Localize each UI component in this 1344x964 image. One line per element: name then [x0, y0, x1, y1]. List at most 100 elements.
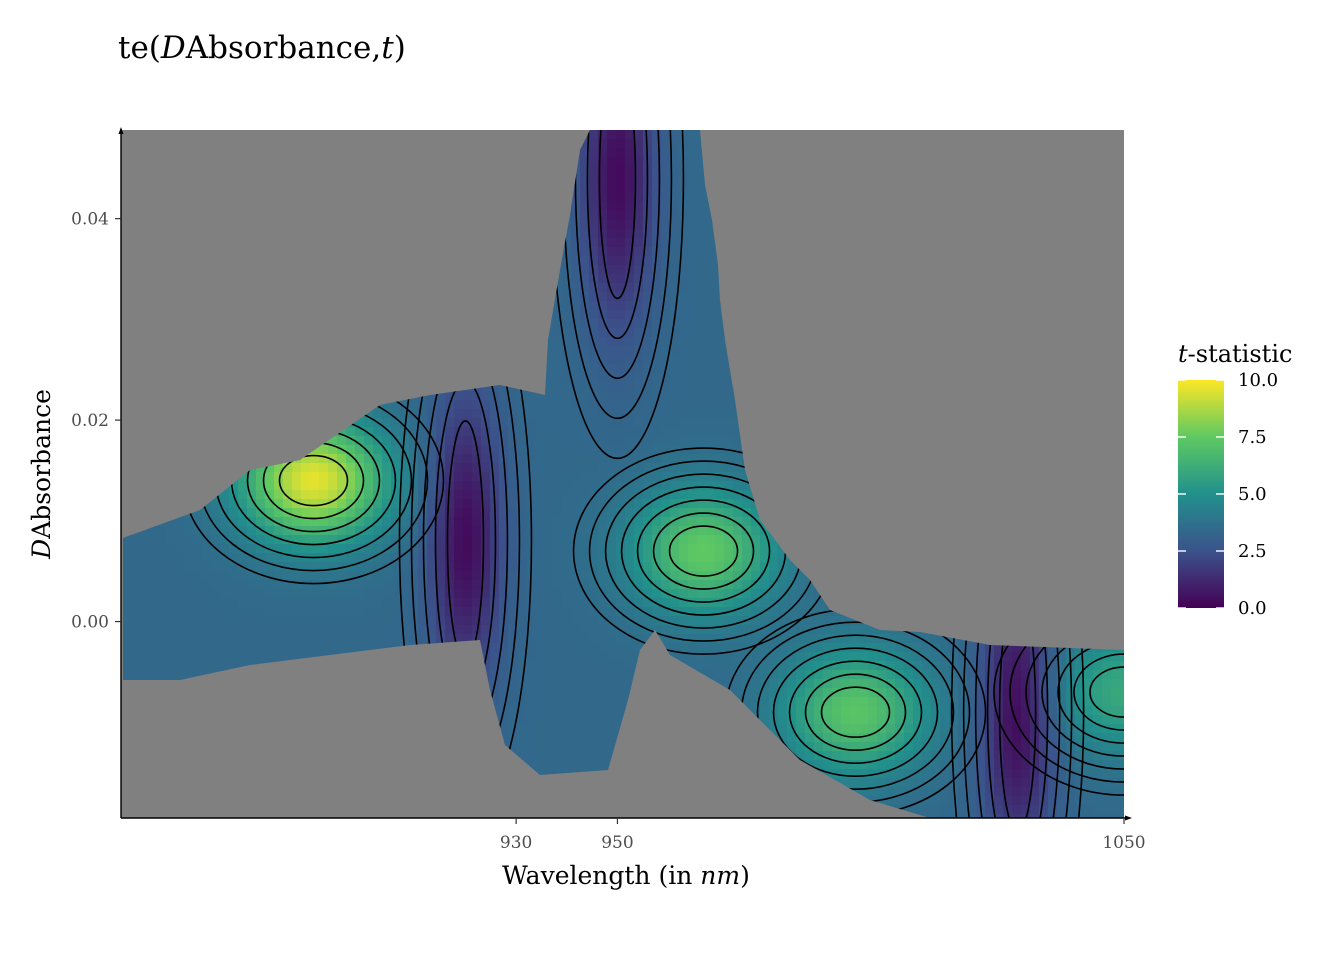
heat-cell [688, 373, 698, 383]
heat-cell [373, 562, 383, 572]
heat-cell [661, 292, 671, 302]
heat-cell [625, 355, 635, 365]
heat-cell [544, 463, 554, 473]
heat-cell [328, 625, 338, 635]
heat-cell [625, 580, 635, 590]
heat-cell [562, 706, 572, 716]
heat-cell [688, 544, 698, 554]
heat-cell [607, 535, 617, 545]
heat-cell [328, 535, 338, 545]
heat-cell [508, 715, 518, 725]
heat-cell [697, 499, 707, 509]
heat-cell [436, 544, 446, 554]
heat-cell [697, 346, 707, 356]
heat-cell [688, 211, 698, 221]
heat-cell [589, 130, 599, 140]
heat-cell [436, 634, 446, 644]
heat-cell [436, 571, 446, 581]
heat-cell [427, 544, 437, 554]
heat-cell [238, 526, 248, 536]
heat-cell [220, 589, 230, 599]
heat-cell [607, 211, 617, 221]
heat-cell [400, 535, 410, 545]
heat-cell [580, 346, 590, 356]
heat-cell [598, 652, 608, 662]
heat-cell [598, 499, 608, 509]
heat-cell [544, 760, 554, 770]
heat-cell [607, 319, 617, 329]
heat-cell [661, 247, 671, 257]
heat-cell [463, 427, 473, 437]
heat-cell [409, 571, 419, 581]
heat-cell [274, 544, 284, 554]
heat-cell [634, 355, 644, 365]
heat-cell [589, 472, 599, 482]
heat-cell [616, 184, 626, 194]
heat-cell [382, 400, 392, 410]
heat-cell [274, 571, 284, 581]
heat-cell [157, 634, 167, 644]
heat-cell [400, 625, 410, 635]
heat-cell [436, 553, 446, 563]
heat-cell [418, 472, 428, 482]
heat-cell [625, 247, 635, 257]
heat-cell [643, 526, 653, 536]
heat-cell [562, 508, 572, 518]
heat-cell [220, 625, 230, 635]
heat-cell [571, 706, 581, 716]
heat-cell [589, 238, 599, 248]
heat-cell [598, 409, 608, 419]
heat-cell [688, 553, 698, 563]
heat-cell [355, 535, 365, 545]
heat-cell [553, 436, 563, 446]
heat-cell [571, 751, 581, 761]
heat-cell [661, 148, 671, 158]
heat-cell [634, 301, 644, 311]
heat-cell [166, 553, 176, 563]
heat-cell [688, 355, 698, 365]
heat-cell [175, 607, 185, 617]
heat-cell [661, 625, 671, 635]
heat-cell [544, 652, 554, 662]
heat-cell [256, 652, 266, 662]
heat-cell [463, 499, 473, 509]
heat-cell [670, 562, 680, 572]
heat-cell [445, 616, 455, 626]
heat-cell [508, 526, 518, 536]
heat-cell [598, 697, 608, 707]
heat-cell [661, 310, 671, 320]
heat-cell [571, 301, 581, 311]
heat-cell [463, 535, 473, 545]
heat-cell [337, 625, 347, 635]
heat-cell [553, 481, 563, 491]
heat-cell [670, 490, 680, 500]
heat-cell [652, 265, 662, 275]
heat-cell [382, 409, 392, 419]
heat-cell [580, 634, 590, 644]
heat-cell [643, 508, 653, 518]
heat-cell [157, 580, 167, 590]
heat-cell [544, 400, 554, 410]
heat-cell [616, 274, 626, 284]
heat-cell [373, 427, 383, 437]
heat-cell [364, 634, 374, 644]
heat-cell [472, 400, 482, 410]
heat-cell [616, 715, 626, 725]
heat-cell [616, 688, 626, 698]
heat-cell [661, 481, 671, 491]
heat-cell [652, 625, 662, 635]
heat-cell [265, 562, 275, 572]
heat-cell [598, 454, 608, 464]
heat-cell [544, 634, 554, 644]
heat-cell [229, 526, 239, 536]
heat-cell [328, 445, 338, 455]
heat-cell [580, 499, 590, 509]
heat-cell [562, 481, 572, 491]
heat-cell [553, 715, 563, 725]
heat-cell [409, 562, 419, 572]
heat-cell [607, 715, 617, 725]
heat-cell [499, 409, 509, 419]
heat-cell [625, 274, 635, 284]
heat-cell [202, 562, 212, 572]
heat-cell [643, 130, 653, 140]
